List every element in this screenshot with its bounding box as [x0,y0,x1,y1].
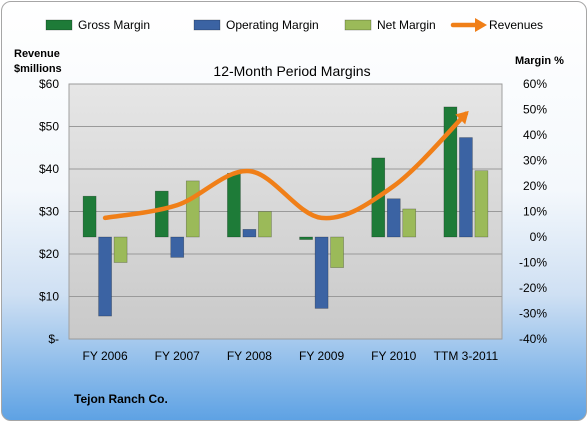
bar-net-margin [474,170,489,238]
right-axis-ticks: -40% -30% -20% -10% 0% 10% 20% 30% 40% 50% 60% [519,77,547,346]
right-tick-label: 0% [530,230,548,244]
left-tick-label: $10 [39,290,59,304]
right-tick-label: 10% [523,205,547,219]
legend: Gross Margin Operating Margin Net Margin Re… [45,18,543,32]
right-tick-label: 40% [523,128,547,142]
category-label: TTM 3-2011 [434,349,499,363]
left-tick-label: $30 [39,205,59,219]
legend-label: Revenues [489,18,543,32]
legend-label: Operating Margin [226,18,319,32]
bar-gross-margin [299,236,313,240]
left-tick-label: $40 [39,162,59,176]
bar-gross-margin [443,106,458,238]
bar-net-margin [258,211,272,238]
right-tick-label: -40% [519,332,547,346]
legend-swatch-operating-margin [193,19,221,31]
bar-operating-margin [170,236,185,258]
left-axis-ticks: $- $10 $20 $30 $40 $50 $60 [39,77,59,346]
category-labels: FY 2006 FY 2007 FY 2008 FY 2009 FY 2010 TTM 3… [83,349,499,363]
right-tick-label: -30% [519,307,547,321]
legend-arrow-revenues [475,18,487,32]
category-label: FY 2006 [83,349,128,363]
bar-gross-margin [154,190,169,238]
right-tick-label: 50% [523,103,547,117]
right-tick-label: -20% [519,281,547,295]
bar-operating-margin [459,137,473,238]
right-tick-label: 20% [523,179,547,193]
category-label: FY 2007 [155,349,200,363]
left-axis-label-line1: Revenue [14,48,60,60]
legend-label: Gross Margin [78,18,150,32]
bars [82,106,489,317]
chart-title: 12-Month Period Margins [213,63,370,79]
bar-operating-margin [242,229,257,238]
left-tick-label: $60 [39,77,59,91]
right-axis-label: Margin % [515,55,564,67]
category-label: FY 2010 [371,349,416,363]
revenue-line-path [102,111,469,221]
legend-swatch-gross-margin [45,19,73,31]
right-tick-label: -10% [519,256,547,270]
bar-net-margin [402,208,417,238]
right-tick-label: 30% [523,154,547,168]
bar-operating-margin [386,198,401,238]
bar-operating-margin [314,236,329,309]
category-label: FY 2009 [299,349,344,363]
bar-operating-margin [98,236,112,317]
bar-net-margin [330,236,344,268]
revenue-arrowhead [455,110,469,125]
category-label: FY 2008 [227,349,272,363]
left-tick-label: $- [48,332,59,346]
bar-gross-margin [82,195,97,238]
legend-swatch-net-margin [344,19,372,31]
left-tick-label: $20 [39,247,59,261]
left-axis-label-line2: $millions [14,63,62,75]
left-tick-label: $50 [39,120,59,134]
legend-label: Net Margin [377,18,436,32]
right-tick-label: 60% [523,77,547,91]
bar-net-margin [113,236,128,263]
revenue-line [102,110,469,221]
bar-gross-margin [227,172,241,238]
bar-net-margin [185,180,200,238]
company-name: Tejon Ranch Co. [74,392,168,406]
